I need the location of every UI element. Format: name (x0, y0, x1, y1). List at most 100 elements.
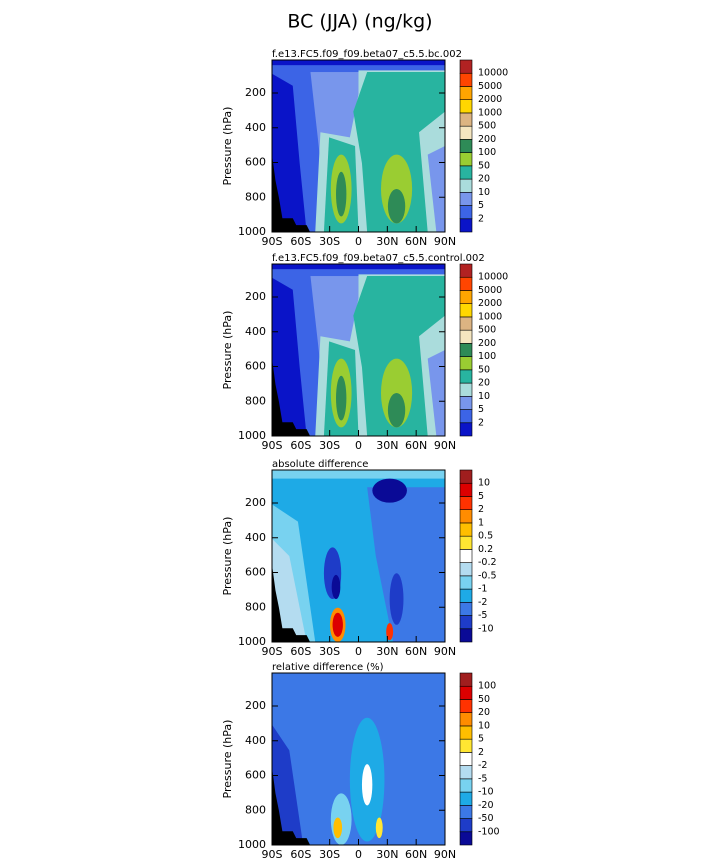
y-tick-label: 800 (245, 803, 266, 816)
colorbar-box (459, 152, 473, 167)
colorbar-label: 20 (478, 707, 490, 718)
x-tick-label: 90S (262, 848, 283, 861)
colorbar-box (459, 139, 473, 153)
x-tick-label: 0 (355, 848, 362, 861)
colorbar-box (459, 752, 473, 766)
colorbar-box (459, 316, 473, 331)
panel-title: relative difference (%) (272, 662, 384, 673)
x-tick-label: 60S (290, 645, 311, 658)
x-tick-label: 60N (405, 848, 427, 861)
y-tick-label: 800 (245, 600, 266, 613)
x-tick-label: 90S (262, 645, 283, 658)
colorbar-label: 50 (478, 160, 490, 171)
y-axis-label: Pressure (hPa) (221, 720, 234, 799)
contour-fill (272, 538, 307, 642)
x-tick-label: 90S (262, 235, 283, 248)
x-tick-label: 60S (290, 848, 311, 861)
colorbar-box (459, 72, 473, 87)
colorbar-label: -1 (478, 584, 487, 595)
y-axis-label: Pressure (hPa) (221, 107, 234, 186)
colorbar-label: 10000 (478, 272, 508, 283)
colorbar-box (459, 818, 473, 833)
x-tick-label: 30N (376, 439, 398, 452)
colorbar-box (459, 522, 473, 537)
contour-fill (336, 171, 347, 217)
colorbar-box (459, 628, 473, 643)
x-tick-label: 0 (355, 235, 362, 248)
y-tick-label: 600 (245, 360, 266, 373)
x-tick-label: 30S (319, 439, 340, 452)
y-tick-label: 400 (245, 121, 266, 134)
colorbar-label: 1000 (478, 311, 502, 322)
contour-fill (361, 764, 373, 806)
colorbar-label: 100 (478, 351, 496, 362)
topography (272, 154, 311, 232)
colorbar-box (459, 422, 473, 437)
colorbar-label: -50 (478, 813, 494, 824)
x-tick-label: 30N (376, 235, 398, 248)
colorbar-label: 10 (478, 391, 490, 402)
x-tick-label: 30N (376, 645, 398, 658)
y-axis-label: Pressure (hPa) (221, 311, 234, 390)
contour-fill (333, 817, 343, 839)
x-tick-label: 30N (376, 848, 398, 861)
colorbar-box (459, 356, 473, 371)
colorbar-label: 5000 (478, 285, 502, 296)
y-tick-label: 400 (245, 734, 266, 747)
colorbar-box (459, 218, 473, 233)
colorbar-box (459, 205, 473, 220)
colorbar-label: 2 (478, 417, 484, 428)
contour-fill (353, 276, 445, 436)
colorbar-box (459, 725, 473, 740)
colorbar-label: 5 (478, 734, 484, 745)
colorbar-label: 2000 (478, 94, 502, 105)
colorbar-label: 500 (478, 325, 496, 336)
colorbar-box (459, 575, 473, 590)
colorbar-label: 10 (478, 720, 490, 731)
colorbar-box (459, 303, 473, 318)
colorbar-label: 5 (478, 200, 484, 211)
colorbar-box (459, 469, 473, 484)
colorbar-box (459, 672, 473, 687)
colorbar-label: -0.2 (478, 557, 497, 568)
colorbar-box (459, 712, 473, 727)
contour-fill (272, 264, 445, 270)
colorbar-label: 20 (478, 174, 490, 185)
colorbar-label: -100 (478, 826, 500, 837)
x-tick-label: 90N (434, 848, 456, 861)
x-tick-label: 90N (434, 645, 456, 658)
contour-fill (389, 573, 404, 625)
y-tick-label: 600 (245, 156, 266, 169)
contour-fill (375, 817, 383, 839)
y-tick-label: 200 (245, 86, 266, 99)
x-tick-label: 90S (262, 439, 283, 452)
x-tick-label: 30S (319, 848, 340, 861)
colorbar-box (459, 791, 473, 806)
x-tick-label: 90N (434, 235, 456, 248)
x-tick-label: 60N (405, 645, 427, 658)
colorbar-box (459, 276, 473, 291)
colorbar-box (459, 738, 473, 753)
colorbar-label: -10 (478, 787, 494, 798)
colorbar-box (459, 496, 473, 510)
x-tick-label: 60S (290, 439, 311, 452)
colorbar-box (459, 343, 473, 357)
contour-fill (272, 277, 307, 436)
y-tick-label: 200 (245, 496, 266, 509)
y-tick-label: 1000 (238, 429, 266, 442)
x-tick-label: 0 (355, 439, 362, 452)
colorbar-box (459, 290, 473, 304)
colorbar-box (459, 99, 473, 114)
panel-title: f.e13.FC5.f09_f09.beta07_c5.5.bc.002 (272, 49, 462, 60)
colorbar-label: 2 (478, 213, 484, 224)
panel-title: f.e13.FC5.f09_f09.beta07_c5.5.control.00… (272, 253, 485, 264)
contour-fill (332, 612, 343, 637)
colorbar-label: 100 (478, 681, 496, 692)
x-tick-label: 30S (319, 235, 340, 248)
colorbar-box (459, 549, 473, 563)
colorbar-box (459, 369, 473, 384)
colorbar-label: 200 (478, 338, 496, 349)
colorbar-box (459, 831, 473, 846)
colorbar-label: 5 (478, 404, 484, 415)
colorbar-box (459, 112, 473, 127)
